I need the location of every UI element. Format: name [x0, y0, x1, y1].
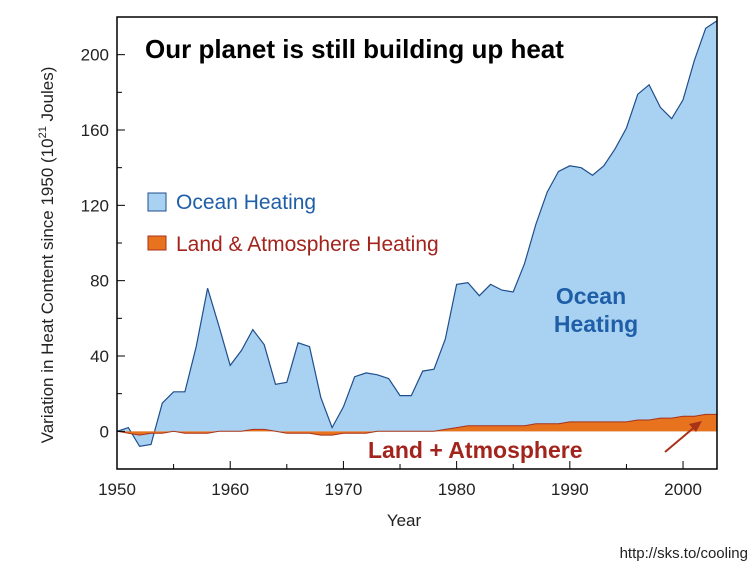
x-tick-label: 1980	[438, 480, 476, 499]
y-tick-label: 80	[90, 272, 109, 291]
legend: Ocean Heating Land & Atmosphere Heating	[147, 191, 439, 256]
y-axis-label: Variation in Heat Content since 1950 (10…	[37, 67, 57, 444]
x-tick-label: 1960	[211, 480, 249, 499]
series-line-ocean	[116, 20, 718, 448]
y-tick-label: 40	[90, 347, 109, 366]
y-tick-label: 120	[81, 196, 109, 215]
legend-label-ocean: Ocean Heating	[176, 191, 316, 214]
x-tick-label: 2000	[664, 480, 702, 499]
legend-swatch-land	[147, 235, 167, 251]
legend-swatch-ocean	[147, 192, 167, 212]
ocean-annotation-line1: Ocean	[556, 283, 626, 309]
x-axis-label: Year	[387, 511, 422, 530]
x-tick-label: 1970	[325, 480, 363, 499]
plot-area	[116, 20, 718, 448]
series-line-land	[116, 413, 717, 436]
annotation-arrow	[664, 421, 702, 453]
y-tick-label: 200	[81, 46, 109, 65]
y-tick-label: 0	[100, 422, 109, 441]
source-url: http://sks.to/cooling	[620, 545, 748, 562]
chart-title: Our planet is still building up heat	[145, 34, 564, 64]
y-tick-label: 160	[81, 121, 109, 140]
series-area-ocean	[117, 20, 717, 447]
land-annotation: Land + Atmosphere	[368, 437, 583, 463]
ocean-annotation-line2: Heating	[554, 311, 638, 337]
x-tick-label: 1950	[98, 480, 136, 499]
legend-label-land: Land & Atmosphere Heating	[176, 233, 439, 256]
axes: 0 40 80 120 160 200 1950 1960 1970 1980 1990 2000	[81, 16, 718, 499]
x-tick-label: 1990	[551, 480, 589, 499]
